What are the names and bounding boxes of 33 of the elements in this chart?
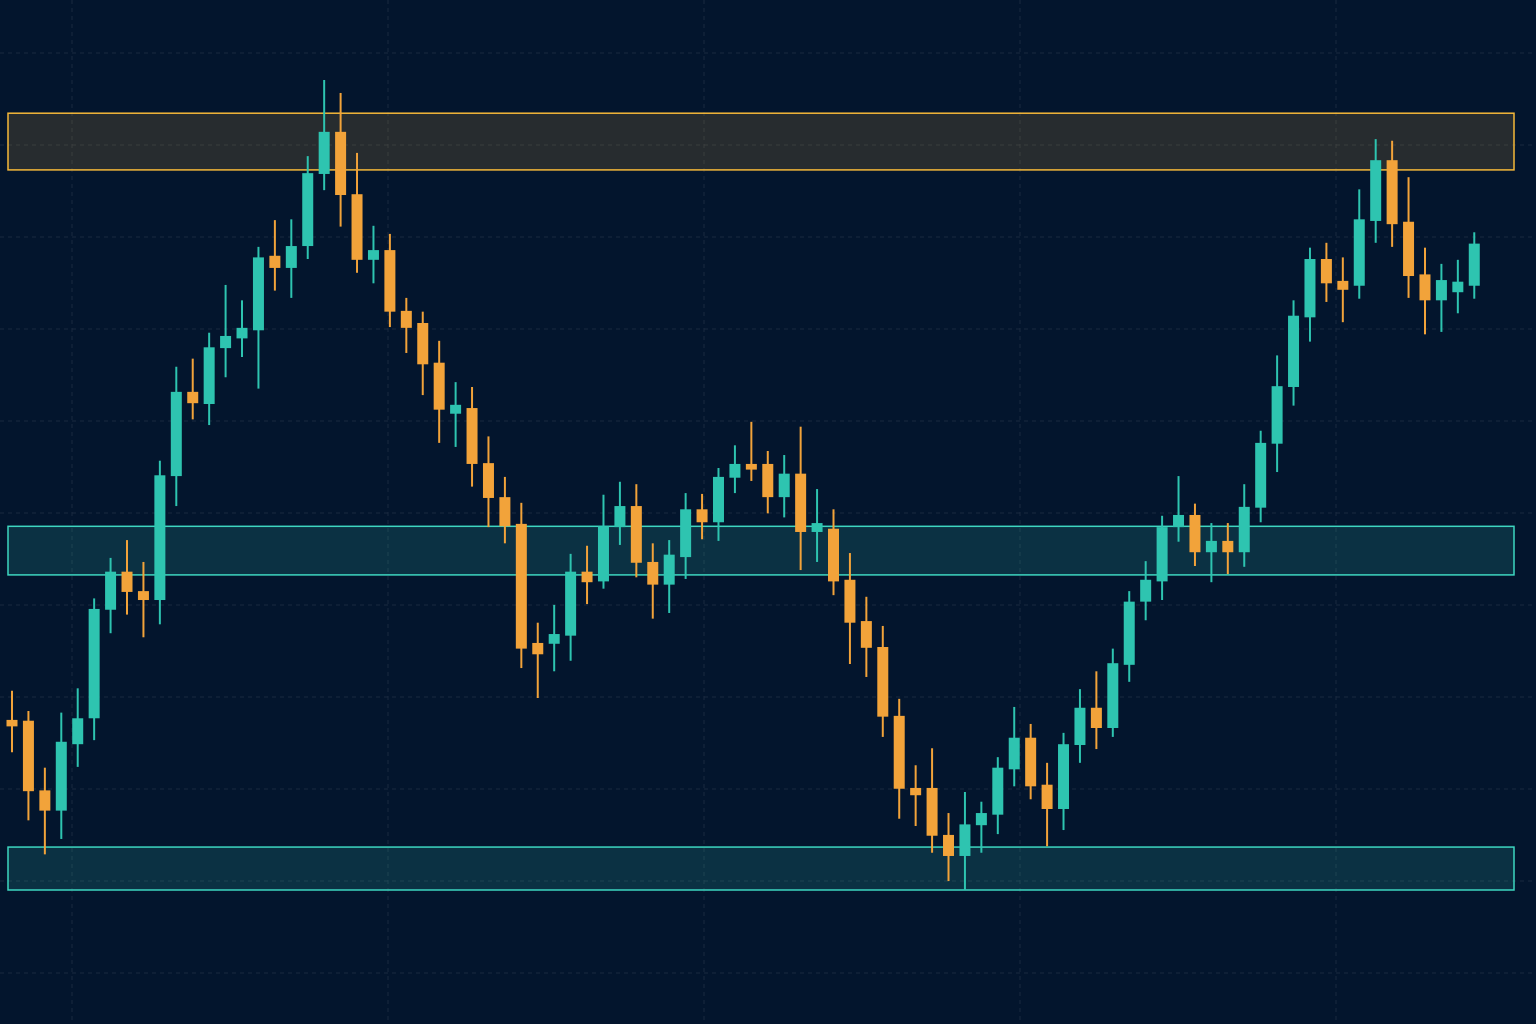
candlestick [910,764,922,828]
candlestick [269,219,281,292]
candlestick [236,299,248,359]
candlestick [1337,256,1349,324]
candlestick [220,283,232,379]
candlestick [943,812,955,883]
candlestick [285,218,297,299]
candlestick [811,488,823,563]
candlestick [647,542,659,620]
candlestick [548,603,560,673]
candlestick [6,689,18,754]
candlestick [187,357,199,421]
candlestick [367,224,379,285]
candlestick [400,296,412,354]
candlestick [745,420,757,482]
candlestick [137,560,149,639]
candlestick [729,444,741,495]
candlestick [614,480,626,546]
candlestick [39,766,51,856]
candlestick [1435,262,1447,333]
candlestick [778,454,790,519]
candlestick [1140,560,1152,622]
candlestick [696,492,708,541]
candlestick [581,544,593,606]
candlestick [1205,522,1217,584]
candlestick [1222,522,1234,576]
candlestick [975,800,987,854]
candlestick [450,381,462,448]
candlestick [1173,475,1185,543]
candlestick [1090,670,1102,751]
candlestick [121,539,133,616]
candlestick [1452,258,1464,315]
candlestick [532,621,544,700]
